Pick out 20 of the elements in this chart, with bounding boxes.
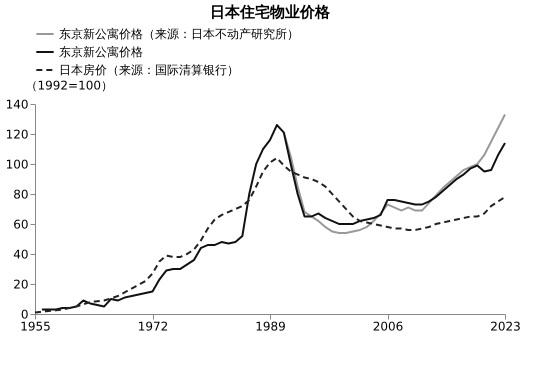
y-tick-label: 80	[13, 188, 28, 202]
x-tick-label: 1972	[138, 320, 168, 334]
y-tick-label: 140	[6, 98, 28, 112]
legend-label: 东京新公寓价格	[59, 45, 143, 59]
y-tick-label: 100	[6, 158, 28, 172]
y-tick-label: 60	[13, 218, 28, 232]
y-axis-title: （1992=100）	[26, 78, 113, 92]
x-tick-label: 2006	[372, 320, 404, 334]
chart-title: 日本住宅物业价格	[210, 3, 331, 21]
y-tick-label: 0	[20, 308, 28, 322]
y-tick-label: 120	[6, 128, 28, 142]
y-tick-label: 20	[13, 278, 28, 292]
x-tick-label: 2023	[490, 320, 521, 334]
y-tick-label: 40	[13, 248, 28, 262]
legend-label: 东京新公寓价格（来源：日本不动产研究所）	[59, 27, 299, 41]
line-series	[40, 124, 506, 310]
line-series	[282, 114, 506, 234]
legend-label: 日本房价（来源：国际清算银行）	[59, 63, 239, 77]
x-tick-label: 1955	[20, 320, 51, 334]
x-tick-label: 1989	[255, 320, 286, 334]
